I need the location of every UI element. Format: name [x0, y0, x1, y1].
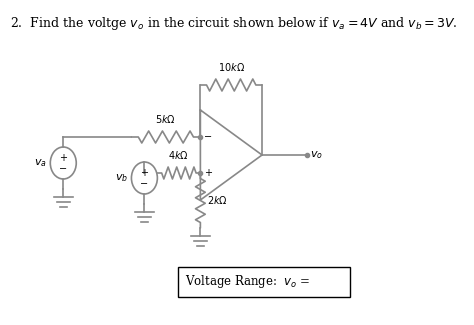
Text: $5k\Omega$: $5k\Omega$	[155, 113, 176, 125]
Text: $10k\Omega$: $10k\Omega$	[218, 61, 245, 73]
FancyBboxPatch shape	[178, 267, 350, 297]
Text: $v_o$: $v_o$	[310, 149, 323, 161]
Text: 2.  Find the voltge $v_o$ in the circuit shown below if $v_a = 4V$ and $v_b = 3V: 2. Find the voltge $v_o$ in the circuit …	[10, 15, 457, 32]
Text: +: +	[140, 168, 148, 178]
Text: +: +	[59, 153, 67, 163]
Text: $v_b$: $v_b$	[115, 172, 128, 184]
Text: $4k\Omega$: $4k\Omega$	[168, 149, 189, 161]
Text: −: −	[59, 164, 67, 174]
Text: −: −	[204, 132, 212, 142]
Text: $2k\Omega$: $2k\Omega$	[207, 194, 228, 206]
Text: +: +	[204, 168, 212, 178]
Text: Voltage Range:  $v_o$ =: Voltage Range: $v_o$ =	[185, 274, 310, 291]
Text: −: −	[140, 179, 148, 189]
Text: $v_a$: $v_a$	[34, 157, 47, 169]
